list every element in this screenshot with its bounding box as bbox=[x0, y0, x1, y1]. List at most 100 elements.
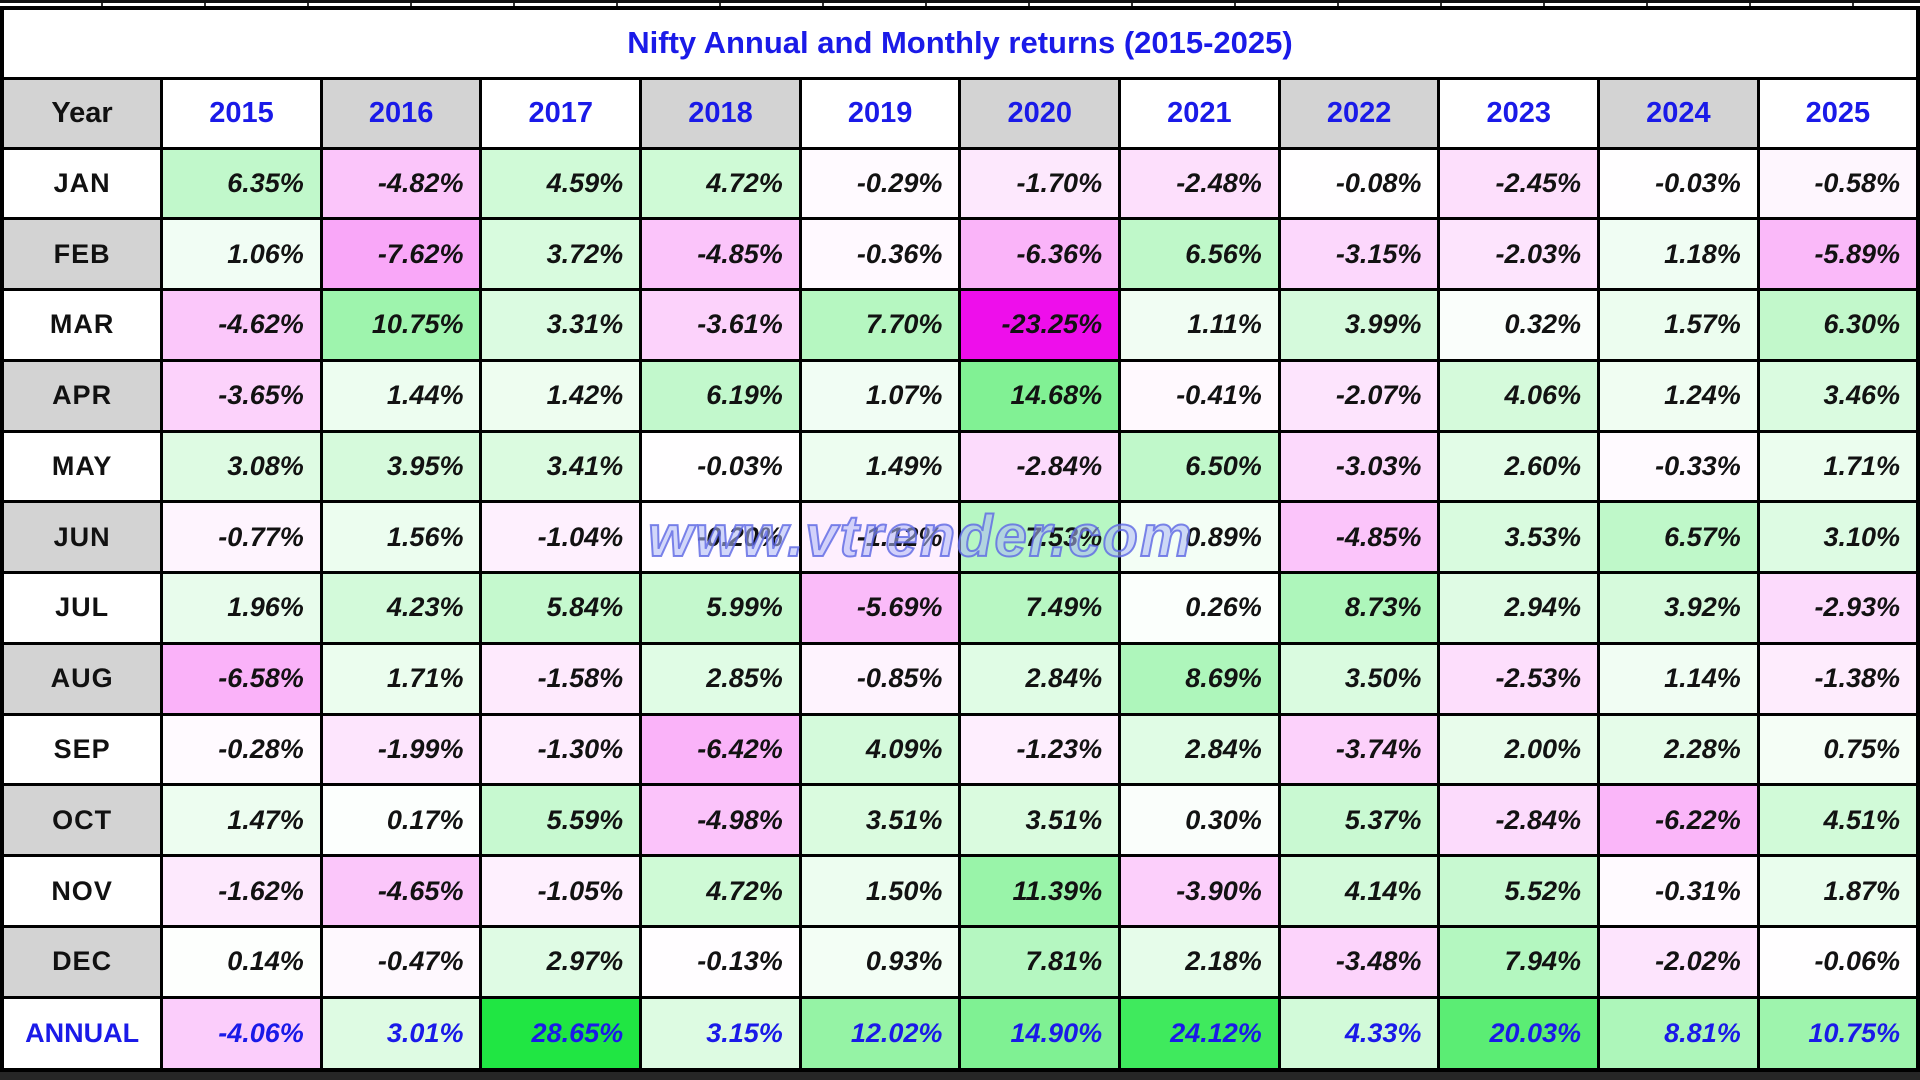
cell-mar-2021: 1.11% bbox=[1118, 288, 1281, 362]
cell-aug-2023: -2.53% bbox=[1437, 641, 1601, 716]
cell-nov-2025: 1.87% bbox=[1756, 854, 1920, 928]
cell-aug-2016: 1.71% bbox=[319, 641, 483, 716]
cell-dec-2018: -0.13% bbox=[639, 924, 802, 999]
cell-dec-2021: 2.18% bbox=[1118, 924, 1281, 999]
cell-jan-2018: 4.72% bbox=[639, 146, 802, 221]
cell-nov-2017: -1.05% bbox=[479, 854, 643, 928]
month-row-may: MAY 3.08% 3.95% 3.41% -0.03% 1.49% -2.84% 6.50%… bbox=[0, 429, 1920, 504]
cell-aug-2018: 2.85% bbox=[639, 641, 802, 716]
year-header-2015: 2015 bbox=[160, 76, 323, 150]
cell-dec-2022: -3.48% bbox=[1277, 924, 1441, 999]
cell-dec-2024: -2.02% bbox=[1597, 924, 1760, 999]
row-label-may: MAY bbox=[0, 429, 164, 504]
cell-aug-2019: -0.85% bbox=[798, 641, 962, 716]
cell-jun-2025: 3.10% bbox=[1756, 500, 1920, 575]
returns-table: Nifty Annual and Monthly returns (2015-2… bbox=[0, 6, 1920, 1072]
cell-jul-2021: 0.26% bbox=[1118, 571, 1281, 645]
cell-may-2019: 1.49% bbox=[798, 429, 962, 504]
cell-sep-2024: 2.28% bbox=[1597, 712, 1760, 787]
cell-annual-2016: 3.01% bbox=[319, 995, 483, 1072]
cell-annual-2020: 14.90% bbox=[958, 995, 1122, 1072]
cell-oct-2017: 5.59% bbox=[479, 783, 643, 858]
cell-dec-2023: 7.94% bbox=[1437, 924, 1601, 999]
row-label-feb: FEB bbox=[0, 217, 164, 292]
cell-feb-2022: -3.15% bbox=[1277, 217, 1441, 292]
cell-mar-2024: 1.57% bbox=[1597, 288, 1760, 362]
cell-jan-2022: -0.08% bbox=[1277, 146, 1441, 221]
page-title: Nifty Annual and Monthly returns (2015-2… bbox=[0, 6, 1920, 80]
cell-jul-2018: 5.99% bbox=[639, 571, 802, 645]
cell-feb-2015: 1.06% bbox=[160, 217, 323, 292]
cell-feb-2017: 3.72% bbox=[479, 217, 643, 292]
cell-oct-2015: 1.47% bbox=[160, 783, 323, 858]
cell-sep-2021: 2.84% bbox=[1118, 712, 1281, 787]
cell-sep-2015: -0.28% bbox=[160, 712, 323, 787]
row-label-sep: SEP bbox=[0, 712, 164, 787]
cell-feb-2016: -7.62% bbox=[319, 217, 483, 292]
year-header-2023: 2023 bbox=[1437, 76, 1601, 150]
cell-may-2020: -2.84% bbox=[958, 429, 1122, 504]
month-row-oct: OCT 1.47% 0.17% 5.59% -4.98% 3.51% 3.51% 0.30% 5… bbox=[0, 783, 1920, 858]
cell-jan-2017: 4.59% bbox=[479, 146, 643, 221]
cell-sep-2019: 4.09% bbox=[798, 712, 962, 787]
cell-annual-2025: 10.75% bbox=[1756, 995, 1920, 1072]
cell-sep-2020: -1.23% bbox=[958, 712, 1122, 787]
year-header-2021: 2021 bbox=[1118, 76, 1281, 150]
month-row-jun: JUN -0.77% 1.56% -1.04% -0.20% -1.12% 7.53% 0.8… bbox=[0, 500, 1920, 575]
cell-mar-2025: 6.30% bbox=[1756, 288, 1920, 362]
cell-may-2018: -0.03% bbox=[639, 429, 802, 504]
cell-apr-2025: 3.46% bbox=[1756, 358, 1920, 433]
cell-apr-2024: 1.24% bbox=[1597, 358, 1760, 433]
cell-jun-2022: -4.85% bbox=[1277, 500, 1441, 575]
cell-aug-2017: -1.58% bbox=[479, 641, 643, 716]
cell-jun-2023: 3.53% bbox=[1437, 500, 1601, 575]
month-row-sep: SEP -0.28% -1.99% -1.30% -6.42% 4.09% -1.23% 2.… bbox=[0, 712, 1920, 787]
cell-jan-2025: -0.58% bbox=[1756, 146, 1920, 221]
bottom-edge bbox=[0, 1072, 1920, 1080]
cell-dec-2020: 7.81% bbox=[958, 924, 1122, 999]
month-row-feb: FEB 1.06% -7.62% 3.72% -4.85% -0.36% -6.36% 6.5… bbox=[0, 217, 1920, 292]
cell-sep-2022: -3.74% bbox=[1277, 712, 1441, 787]
cell-mar-2018: -3.61% bbox=[639, 288, 802, 362]
cell-jan-2024: -0.03% bbox=[1597, 146, 1760, 221]
cell-mar-2016: 10.75% bbox=[319, 288, 483, 362]
cell-jun-2024: 6.57% bbox=[1597, 500, 1760, 575]
month-row-jul: JUL 1.96% 4.23% 5.84% 5.99% -5.69% 7.49% 0.26% 8… bbox=[0, 571, 1920, 645]
cell-mar-2022: 3.99% bbox=[1277, 288, 1441, 362]
cell-jul-2024: 3.92% bbox=[1597, 571, 1760, 645]
cell-may-2025: 1.71% bbox=[1756, 429, 1920, 504]
cell-aug-2021: 8.69% bbox=[1118, 641, 1281, 716]
cell-jul-2020: 7.49% bbox=[958, 571, 1122, 645]
cell-feb-2020: -6.36% bbox=[958, 217, 1122, 292]
cell-may-2024: -0.33% bbox=[1597, 429, 1760, 504]
cell-dec-2016: -0.47% bbox=[319, 924, 483, 999]
cell-jan-2021: -2.48% bbox=[1118, 146, 1281, 221]
cell-oct-2019: 3.51% bbox=[798, 783, 962, 858]
cell-annual-2022: 4.33% bbox=[1277, 995, 1441, 1072]
cell-jun-2021: 0.89% bbox=[1118, 500, 1281, 575]
top-edge-gridline bbox=[0, 0, 1920, 6]
cell-oct-2016: 0.17% bbox=[319, 783, 483, 858]
cell-nov-2016: -4.65% bbox=[319, 854, 483, 928]
row-label-dec: DEC bbox=[0, 924, 164, 999]
cell-jul-2015: 1.96% bbox=[160, 571, 323, 645]
cell-jan-2019: -0.29% bbox=[798, 146, 962, 221]
cell-jul-2017: 5.84% bbox=[479, 571, 643, 645]
year-header-2017: 2017 bbox=[479, 76, 643, 150]
row-label-jan: JAN bbox=[0, 146, 164, 221]
cell-aug-2025: -1.38% bbox=[1756, 641, 1920, 716]
cell-may-2022: -3.03% bbox=[1277, 429, 1441, 504]
cell-apr-2023: 4.06% bbox=[1437, 358, 1601, 433]
cell-jun-2019: -1.12% bbox=[798, 500, 962, 575]
cell-oct-2024: -6.22% bbox=[1597, 783, 1760, 858]
cell-jan-2020: -1.70% bbox=[958, 146, 1122, 221]
cell-oct-2022: 5.37% bbox=[1277, 783, 1441, 858]
cell-nov-2019: 1.50% bbox=[798, 854, 962, 928]
year-corner-header: Year bbox=[0, 76, 164, 150]
cell-may-2015: 3.08% bbox=[160, 429, 323, 504]
cell-feb-2021: 6.56% bbox=[1118, 217, 1281, 292]
month-row-jan: JAN 6.35% -4.82% 4.59% 4.72% -0.29% -1.70% -2.4… bbox=[0, 146, 1920, 221]
cell-nov-2024: -0.31% bbox=[1597, 854, 1760, 928]
row-label-aug: AUG bbox=[0, 641, 164, 716]
cell-sep-2023: 2.00% bbox=[1437, 712, 1601, 787]
